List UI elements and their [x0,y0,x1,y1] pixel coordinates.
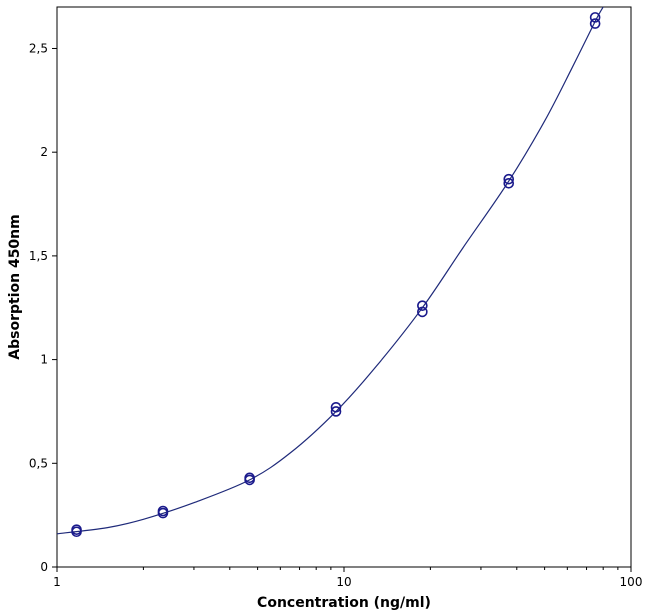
fit-curve [56,6,604,535]
y-tick-label: 1,5 [29,249,48,263]
data-points [71,12,601,538]
x-tick-label: 10 [336,575,351,589]
data-point [244,472,255,484]
y-tick-label: 2,5 [29,41,48,55]
plot-area [56,6,632,568]
x-axis: 1 10 100 [53,567,642,589]
x-tick-label: 1 [53,575,61,589]
y-tick-label: 0,5 [29,456,48,470]
y-axis: 0 0,5 1 1,5 2 2,5 [29,41,57,574]
data-point [71,524,82,535]
y-tick-label: 0 [40,560,48,574]
y-tick-label: 2 [40,145,48,159]
x-tick-label: 100 [620,575,643,589]
data-point [330,406,342,417]
data-point [417,306,428,318]
data-point [330,401,342,413]
y-axis-title: Absorption 450nm [7,214,23,359]
y-tick-label: 1 [40,353,48,367]
data-point [589,18,601,29]
data-point [503,173,515,185]
data-point [503,177,515,189]
data-point [157,505,169,517]
data-point [589,12,601,23]
data-point [417,300,428,311]
x-axis-title: Concentration (ng/ml) [257,595,431,611]
